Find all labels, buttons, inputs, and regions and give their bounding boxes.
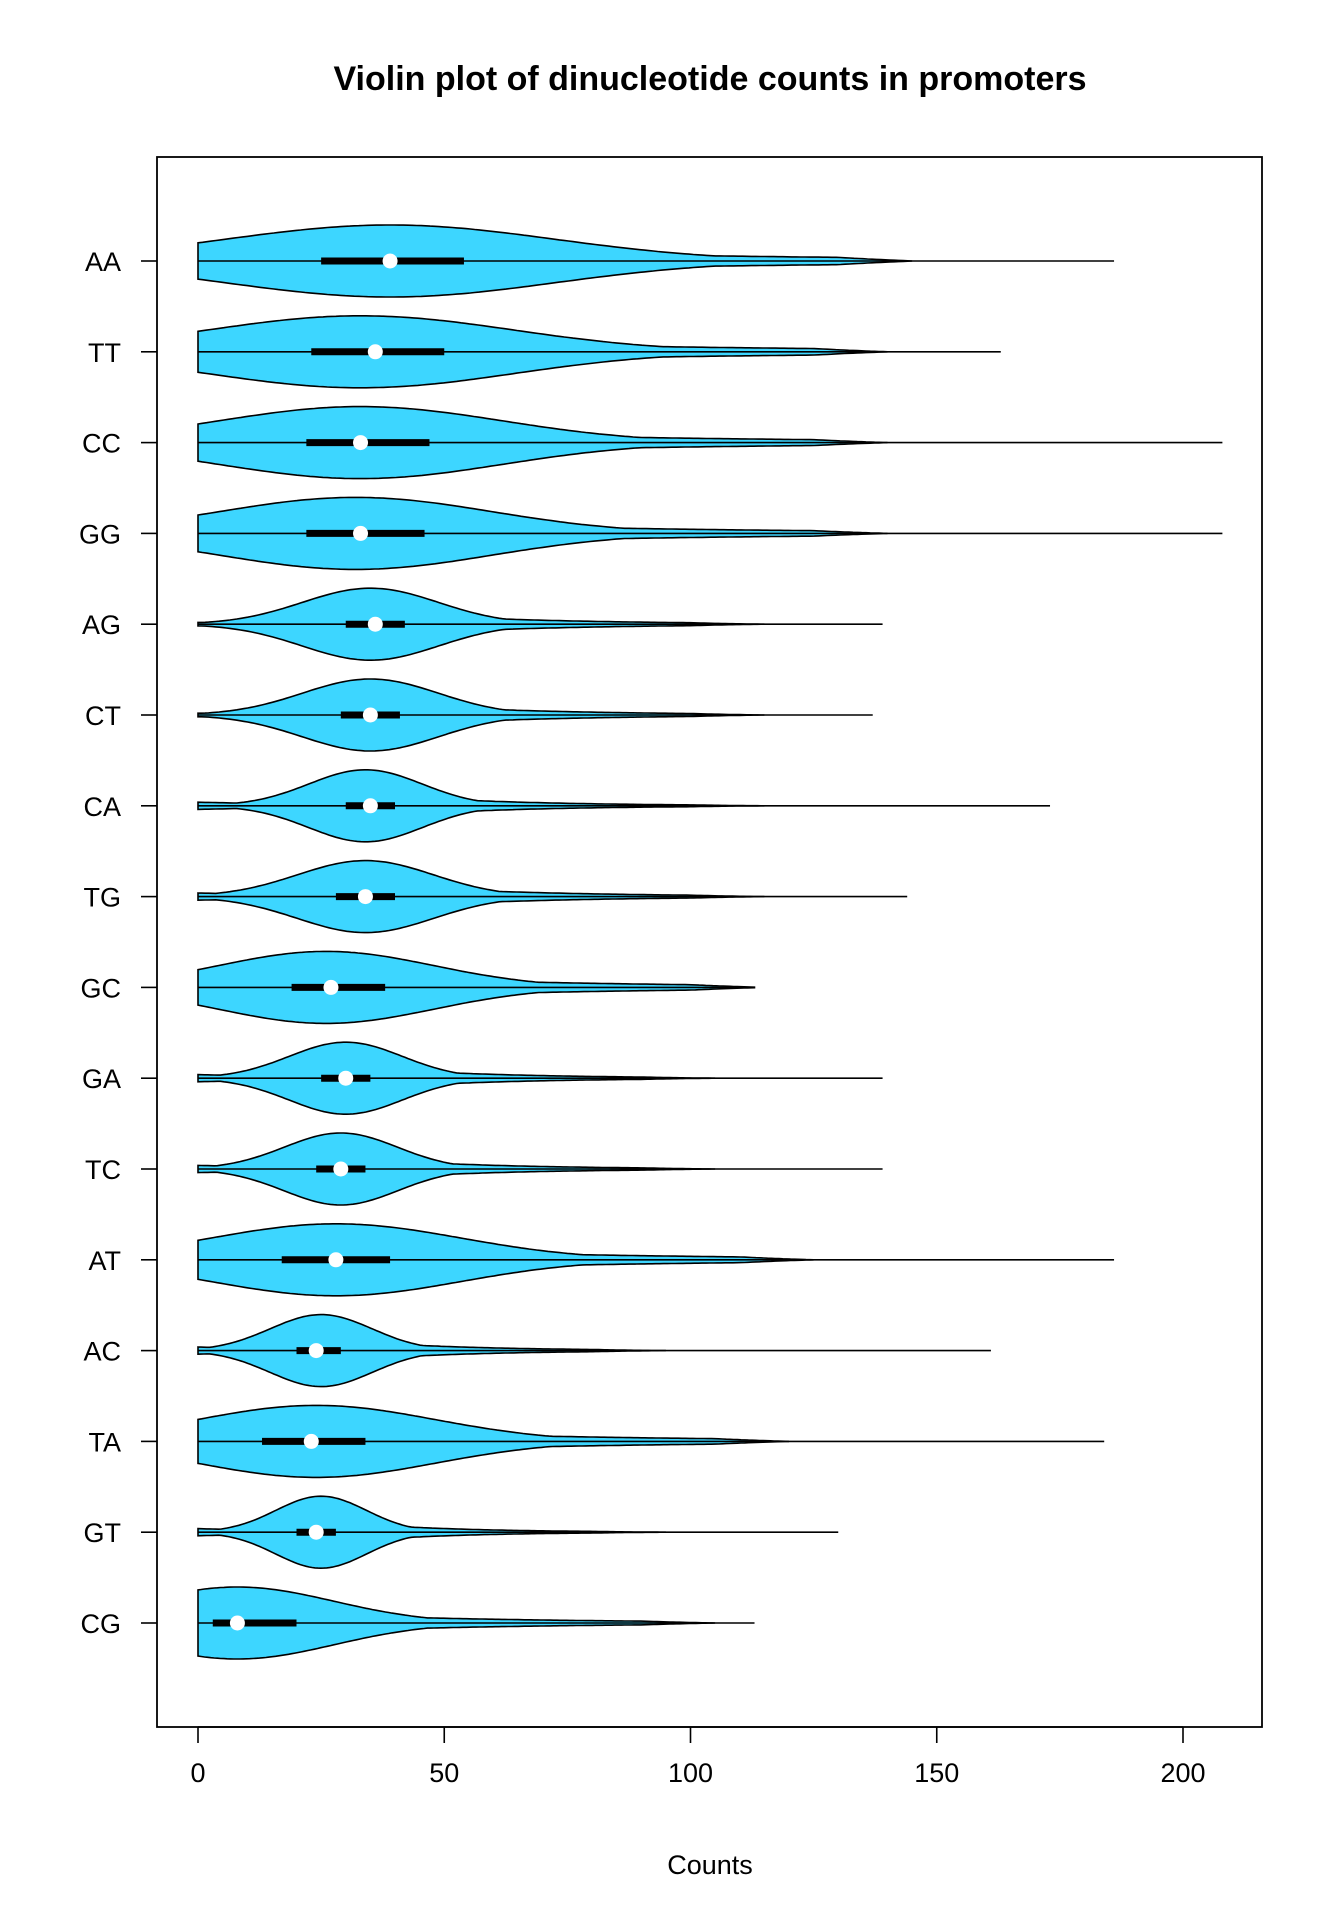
median-point-ac — [308, 1343, 324, 1359]
median-point-at — [328, 1252, 344, 1268]
x-axis: 0 50 100 150 200 — [190, 1726, 1206, 1788]
y-tick-label-gg: GG — [79, 519, 121, 549]
y-tick-label-ga: GA — [82, 1064, 121, 1094]
median-point-ta — [303, 1433, 319, 1449]
chart-title: Violin plot of dinucleotide counts in pr… — [333, 60, 1086, 98]
x-tick-label-50: 50 — [429, 1758, 459, 1788]
y-tick-label-ag: AG — [82, 610, 121, 640]
median-point-tc — [333, 1161, 349, 1177]
y-tick-label-ct: CT — [85, 701, 121, 731]
y-tick-label-gt: GT — [84, 1518, 122, 1548]
y-tick-label-aa: AA — [85, 247, 121, 277]
median-point-gg — [353, 525, 369, 541]
y-axis: AA TT CC GG AG CT CA TG GC GA TC AT AC TA GT CG — [79, 247, 157, 1639]
violins-group — [197, 224, 1223, 1660]
y-tick-label-cg: CG — [81, 1609, 122, 1639]
median-point-aa — [382, 253, 398, 269]
x-axis-label: Counts — [667, 1850, 753, 1880]
y-tick-label-ca: CA — [83, 792, 121, 822]
median-point-cc — [353, 435, 369, 451]
y-tick-label-ta: TA — [89, 1427, 122, 1457]
y-tick-label-tc: TC — [85, 1155, 121, 1185]
plot-frame — [156, 156, 1263, 1728]
median-point-ag — [367, 616, 383, 632]
y-tick-label-at: AT — [89, 1246, 122, 1276]
y-tick-label-tg: TG — [84, 883, 122, 913]
y-tick-label-gc: GC — [81, 973, 122, 1003]
x-tick-label-200: 200 — [1160, 1758, 1205, 1788]
x-tick-label-0: 0 — [190, 1758, 205, 1788]
x-tick-label-150: 150 — [914, 1758, 959, 1788]
median-point-ct — [362, 707, 378, 723]
y-tick-label-ac: AC — [83, 1337, 121, 1367]
median-point-ga — [338, 1070, 354, 1086]
x-tick-label-100: 100 — [668, 1758, 713, 1788]
y-tick-label-cc: CC — [82, 429, 121, 459]
median-point-ca — [362, 798, 378, 814]
median-point-gc — [323, 979, 339, 995]
median-point-tg — [357, 889, 373, 905]
median-point-tt — [367, 344, 383, 360]
median-point-gt — [308, 1524, 324, 1540]
y-tick-label-tt: TT — [88, 338, 121, 368]
median-point-cg — [229, 1615, 245, 1631]
